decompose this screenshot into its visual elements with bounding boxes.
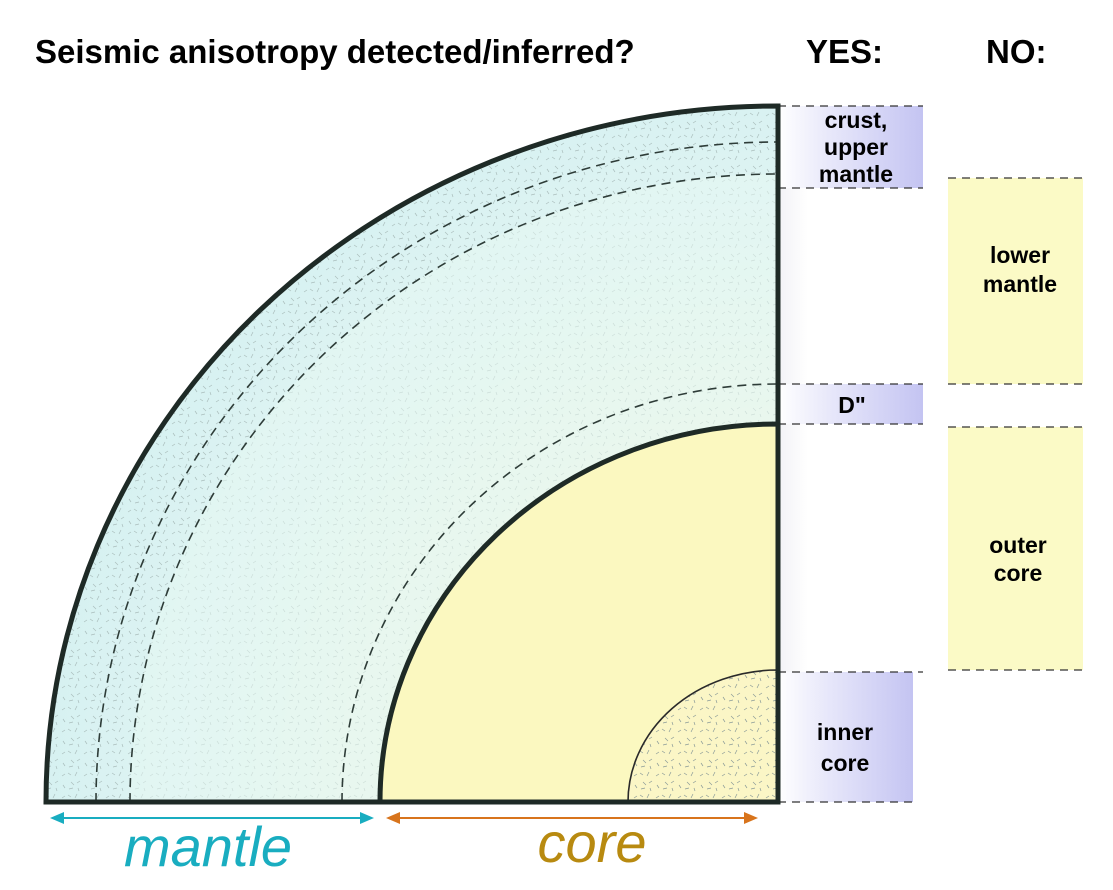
svg-text:core: core — [821, 750, 870, 776]
svg-text:inner: inner — [817, 719, 873, 745]
yes-label-inner-core: inner core — [817, 719, 873, 776]
yes-label-crust-upper-mantle: crust, upper mantle — [819, 107, 893, 187]
no-band-lower-mantle — [948, 178, 1083, 384]
no-label-outer-core: outer core — [989, 532, 1047, 586]
mantle-extent-arrow — [50, 812, 374, 824]
inner-core-boundary — [627, 669, 779, 803]
mantle-label: mantle — [124, 815, 292, 878]
svg-text:lower: lower — [990, 242, 1050, 268]
earth-quadrant-outline — [43, 103, 781, 805]
yes-band-crust-upper-mantle — [778, 106, 923, 188]
svg-text:outer: outer — [989, 532, 1047, 558]
boundary-guides — [778, 105, 1085, 803]
mantle-internal-boundaries — [95, 141, 779, 803]
svg-text:mantle: mantle — [819, 161, 893, 187]
no-column-header: NO: — [986, 33, 1047, 70]
yes-column-header: YES: — [806, 33, 883, 70]
yes-band-inner-core — [778, 672, 913, 802]
core-extent-arrow — [386, 812, 758, 824]
yes-label-d-double-prime: D" — [838, 392, 866, 418]
no-band-outer-core — [948, 427, 1083, 670]
svg-text:core: core — [994, 560, 1043, 586]
gutter-lower-mantle — [778, 188, 808, 384]
no-label-lower-mantle: lower mantle — [983, 242, 1057, 297]
diagram-title: Seismic anisotropy detected/inferred? — [35, 33, 635, 70]
gutter-outer-core — [778, 424, 808, 672]
core-label: core — [538, 811, 647, 874]
svg-text:crust,: crust, — [825, 107, 888, 133]
svg-text:mantle: mantle — [983, 271, 1057, 297]
yes-band-d-double-prime — [778, 384, 923, 424]
svg-text:upper: upper — [824, 134, 888, 160]
